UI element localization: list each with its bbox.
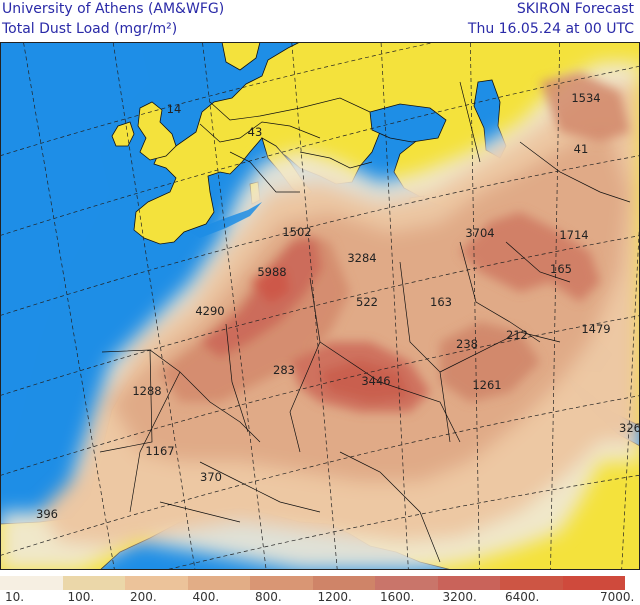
legend-swatch: [312, 576, 375, 590]
value-label: 238: [456, 337, 478, 351]
dust-field: [0, 62, 640, 570]
legend-swatch: [62, 576, 125, 590]
legend-swatch: [250, 576, 313, 590]
value-label: 1479: [581, 322, 610, 336]
institution-title: University of Athens (AM&WFG): [2, 1, 225, 17]
value-label: 1288: [132, 384, 161, 398]
legend-label: 10.: [5, 590, 25, 604]
legend-swatch: [0, 576, 63, 590]
value-label: 3704: [465, 226, 494, 240]
legend-swatch: [125, 576, 188, 590]
point-values: 14 43 1502 3284 5988 4290 522 163 283 34…: [36, 91, 640, 521]
legend-swatch: [562, 576, 625, 590]
legend-swatch: [500, 576, 563, 590]
value-label: 522: [356, 295, 378, 309]
header-left: University of Athens (AM&WFG) Total Dust…: [2, 0, 224, 39]
value-label: 326: [619, 421, 640, 435]
legend-swatch: [375, 576, 438, 590]
value-label: 3284: [347, 251, 376, 265]
value-label: 43: [248, 125, 263, 139]
value-label: 3446: [361, 374, 390, 388]
sea-overlay: [0, 42, 262, 482]
value-label: 370: [200, 470, 222, 484]
value-label: 1167: [145, 444, 174, 458]
legend-labels: 10. 100. 200. 400. 800. 1200. 1600. 3200. 6400. 7…: [0, 590, 640, 605]
value-label: 1534: [571, 91, 600, 105]
legend-label: 400.: [192, 590, 220, 604]
legend-label: 3200.: [442, 590, 477, 604]
value-label: 165: [550, 262, 572, 276]
country-borders: [99, 81, 631, 563]
value-label: 1502: [282, 225, 311, 239]
graticule: [0, 42, 640, 570]
legend-color-bar: [0, 576, 625, 590]
value-label: 5988: [257, 265, 286, 279]
legend-label: 1600.: [380, 590, 415, 604]
legend-label: 200.: [130, 590, 157, 604]
value-label: 1261: [472, 378, 501, 392]
dust-load-map: 14 43 1502 3284 5988 4290 522 163 283 34…: [0, 42, 640, 570]
legend-label: 800.: [255, 590, 282, 604]
variable-title: Total Dust Load (mgr/m²): [2, 21, 178, 37]
value-label: 163: [430, 295, 452, 309]
legend-label: 6400.: [505, 590, 540, 604]
value-label: 1714: [559, 228, 588, 242]
legend-label: 100.: [67, 590, 95, 604]
value-label: 14: [167, 102, 182, 116]
legend-swatch: [437, 576, 500, 590]
value-label: 4290: [195, 304, 224, 318]
value-label: 212: [506, 328, 528, 342]
legend-label: 1200.: [317, 590, 352, 604]
legend-swatch: [187, 576, 250, 590]
header-right: SKIRON Forecast Thu 16.05.24 at 00 UTC: [468, 0, 634, 39]
valid-time: Thu 16.05.24 at 00 UTC: [467, 21, 634, 37]
legend-label: 7000.: [600, 590, 635, 604]
model-title: SKIRON Forecast: [516, 1, 634, 17]
value-label: 41: [574, 142, 589, 156]
value-label: 283: [273, 363, 295, 377]
value-label: 396: [36, 507, 58, 521]
